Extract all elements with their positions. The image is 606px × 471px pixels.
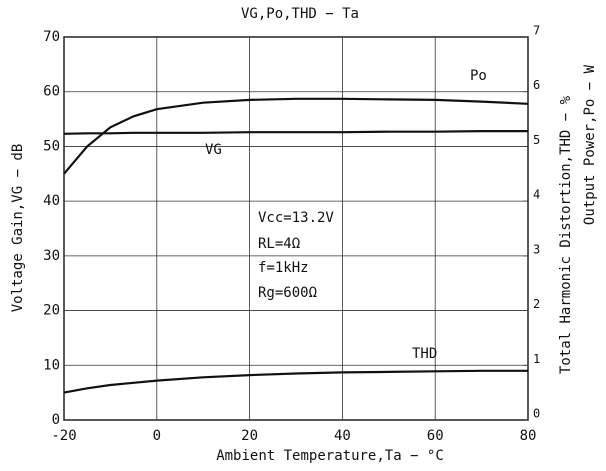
- y-tick-label: 60: [43, 84, 60, 100]
- x-tick-label: 40: [334, 428, 351, 444]
- y2-tick-label: 5: [533, 133, 540, 147]
- y2-tick-label: 0: [533, 407, 540, 421]
- x-tick-label: 80: [520, 428, 537, 444]
- series-label: VG: [205, 142, 222, 158]
- x-axis-label: Ambient Temperature,Ta − °C: [216, 448, 444, 464]
- annotation: Vcc=13.2V: [258, 210, 334, 226]
- y2-tick-label: 7: [533, 24, 540, 38]
- annotation: Rg=600Ω: [258, 285, 317, 301]
- x-tick-label: 0: [153, 428, 161, 444]
- x-tick-label: 60: [427, 428, 444, 444]
- x-tick-label: 20: [241, 428, 258, 444]
- y-axis-label: Voltage Gain,VG − dB: [10, 144, 26, 313]
- series-line: [63, 369, 528, 394]
- y-tick-label: 70: [43, 29, 60, 45]
- y-tick-label: 40: [43, 193, 60, 209]
- y-tick-label: 10: [43, 357, 60, 373]
- y2-tick-label: 2: [533, 297, 540, 311]
- plot-frame: [63, 36, 529, 421]
- y2-axis-label: Total Harmonic Distortion,THD − %: [558, 95, 574, 374]
- y2-tick-label: 1: [533, 352, 540, 366]
- x-tick-label: -20: [51, 428, 76, 444]
- annotation: RL=4Ω: [258, 236, 300, 252]
- annotation: f=1kHz: [258, 260, 309, 276]
- y2-tick-label: 4: [533, 188, 540, 202]
- series-line: [63, 97, 529, 175]
- y2-axis-label: Output Power,Po − W: [582, 64, 598, 225]
- y-tick-label: 30: [43, 248, 60, 264]
- y-tick-label: 0: [52, 412, 60, 428]
- series-line: [63, 130, 528, 135]
- y2-tick-label: 6: [533, 78, 540, 92]
- y2-tick-label: 3: [533, 242, 540, 256]
- y-tick-label: 20: [43, 303, 60, 319]
- series-label: Po: [470, 68, 487, 84]
- chart-title: VG,Po,THD − Ta: [241, 6, 359, 22]
- y-tick-label: 50: [43, 138, 60, 154]
- series-label: THD: [412, 346, 437, 362]
